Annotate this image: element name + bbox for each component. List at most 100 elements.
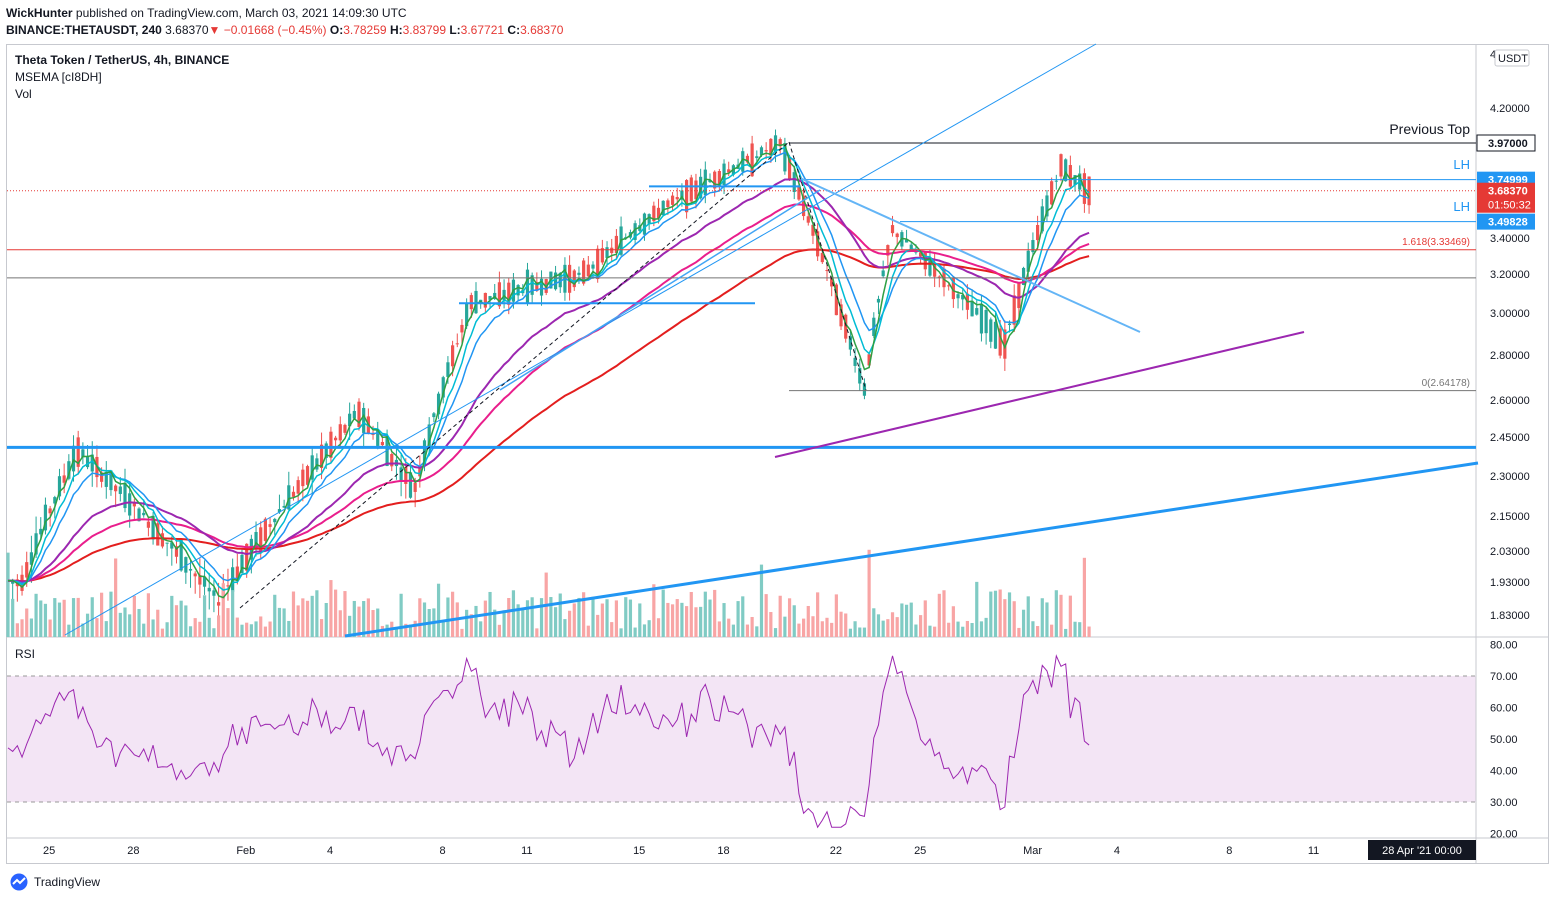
candle-body [39, 528, 43, 535]
candle-body [226, 585, 230, 587]
candle-body [1021, 267, 1026, 285]
volume-bar [904, 604, 909, 637]
volume-bar [357, 606, 361, 637]
last-price: 3.68370 [165, 23, 209, 37]
volume-bar [43, 603, 48, 637]
volume-bar [1007, 592, 1012, 637]
candle-body [53, 497, 57, 504]
candle-body [469, 295, 473, 310]
candle-body [1036, 224, 1040, 241]
candle-body [188, 568, 193, 571]
tradingview-footer: TradingView [8, 873, 100, 891]
candle-body [1003, 329, 1007, 359]
candle-body [114, 485, 118, 492]
volume-bar [624, 597, 628, 637]
rsi-axis-tick: 60.00 [1490, 703, 1518, 715]
volume-bar [413, 620, 417, 637]
volume-bar [221, 583, 225, 637]
low-label: L: [449, 23, 461, 37]
volume-bar [193, 618, 197, 637]
volume-bar [446, 597, 450, 637]
volume-bar [993, 590, 998, 637]
volume-bar [802, 618, 806, 637]
volume-bar [694, 607, 698, 637]
candle-body [488, 296, 492, 300]
volume-bar [689, 591, 693, 637]
volume-bar [231, 590, 235, 637]
price-axis-tick: 3.00000 [1490, 308, 1530, 320]
volume-bar [151, 619, 155, 637]
candle-body [198, 575, 202, 585]
candle-body [591, 264, 595, 269]
volume-bar [984, 617, 988, 637]
volume-bar [553, 607, 558, 637]
volume-bar [249, 624, 253, 637]
candle-body [118, 486, 122, 494]
previous-top-badge-bg [1477, 135, 1535, 151]
volume-bar [685, 606, 689, 637]
volume-bar [465, 609, 469, 637]
volume-bar [806, 605, 810, 637]
countdown-badge: 01:50:32 [1488, 200, 1531, 212]
volume-bar [1045, 602, 1049, 637]
candle-body [160, 533, 165, 547]
time-axis-tick: Feb [236, 845, 255, 857]
candle-body [680, 190, 684, 200]
volume-legend[interactable]: Vol [15, 87, 32, 101]
time-axis-tick: Mar [1023, 845, 1042, 857]
volume-bar [586, 625, 590, 637]
candle-body [390, 454, 394, 467]
indicator-legend[interactable]: MSEMA [cI8DH] [15, 70, 102, 84]
chart-frame[interactable] [6, 44, 1549, 864]
candle-body [263, 518, 267, 541]
volume-bar [699, 606, 703, 637]
candle-body [600, 248, 604, 263]
candle-body [811, 224, 815, 236]
candle-body [933, 263, 937, 277]
volume-bar [188, 626, 193, 637]
candle-body [783, 143, 787, 172]
rsi-legend[interactable]: RSI [15, 647, 36, 661]
volume-bar [6, 552, 10, 637]
candle-body [465, 303, 469, 327]
time-axis-tick: 11 [1308, 845, 1319, 857]
volume-bar [605, 599, 609, 637]
volume-bar [900, 603, 904, 637]
volume-bar [296, 605, 300, 637]
candle-body [34, 533, 38, 555]
candle-body [43, 504, 48, 531]
open-value: 3.78259 [343, 23, 387, 37]
candle-body [839, 304, 843, 327]
volume-bar [539, 598, 544, 637]
volume-bar [436, 583, 441, 637]
volume-bar [886, 619, 890, 637]
volume-bar [713, 589, 717, 637]
candle-body [104, 471, 108, 487]
volume-bar [914, 624, 918, 637]
rsi-axis-tick: 30.00 [1490, 797, 1518, 809]
candle-body [947, 285, 951, 287]
candle-body [652, 205, 656, 222]
candle-body [727, 169, 731, 173]
volume-bar [179, 600, 183, 637]
candle-body [1012, 295, 1016, 325]
candle-body [937, 276, 941, 278]
volume-bar [703, 591, 707, 637]
volume-bar [942, 590, 946, 637]
price-axis-tick: 2.80000 [1490, 350, 1530, 362]
candle-body [572, 270, 576, 288]
volume-bar [919, 615, 923, 637]
candle-body [961, 295, 965, 300]
candle-body [427, 424, 431, 448]
ema-blue-line [7, 151, 1090, 585]
candle-body [633, 223, 637, 240]
author-name[interactable]: WickHunter [6, 6, 73, 20]
volume-bar [404, 623, 408, 637]
volume-bar [717, 621, 721, 637]
candle-body [1026, 250, 1030, 272]
volume-bar [497, 624, 501, 637]
candle-body [128, 493, 132, 516]
volume-bar [628, 599, 633, 637]
candle-body [334, 437, 338, 441]
